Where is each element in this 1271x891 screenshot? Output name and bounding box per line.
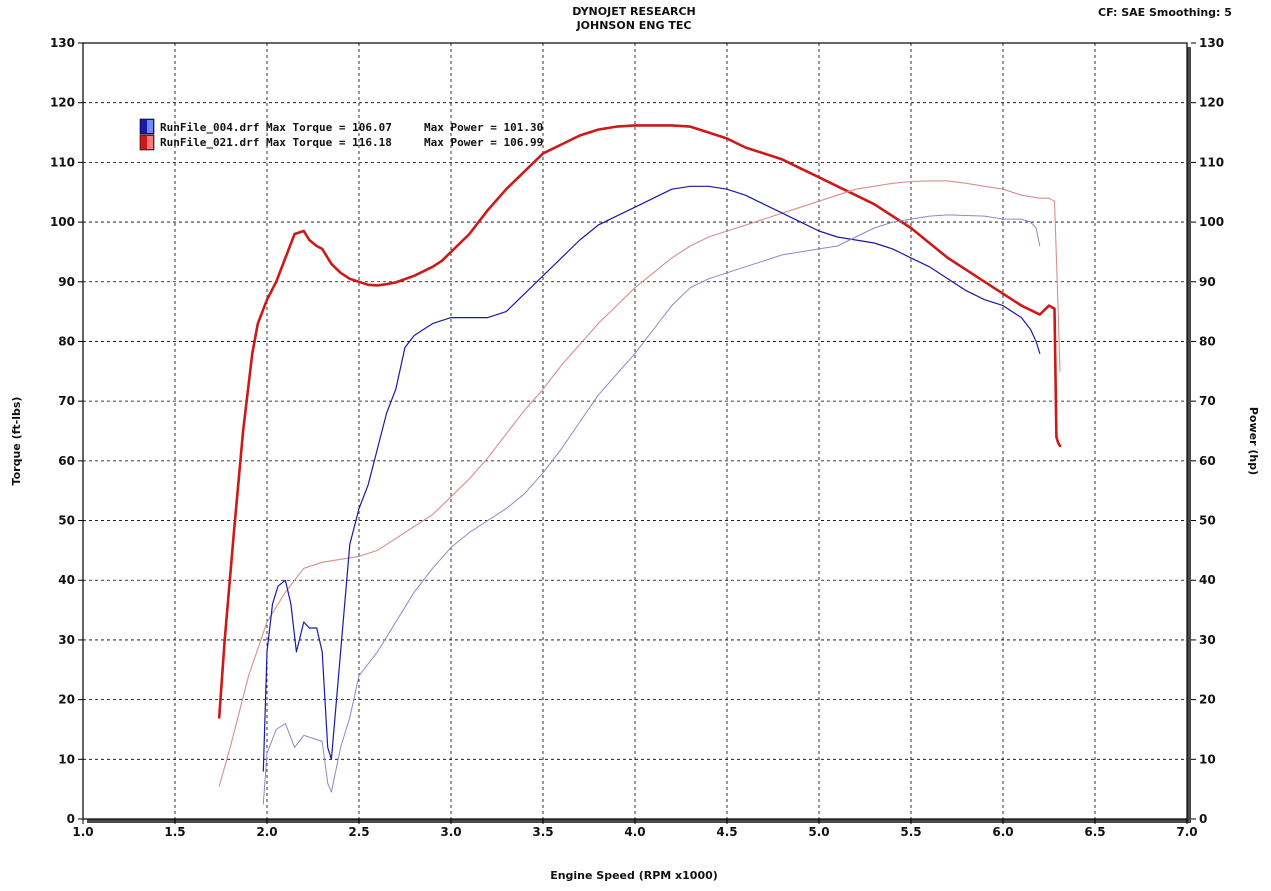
y2-tick-label: 90 — [1199, 275, 1216, 289]
y-tick-label: 120 — [50, 96, 75, 110]
legend-power-run021: Max Power = 106.99 — [424, 136, 543, 149]
chart-title-line2: JOHNSON ENG TEC — [576, 19, 692, 32]
y2-tick-label: 110 — [1199, 155, 1224, 169]
y-tick-label: 50 — [58, 514, 75, 528]
y-tick-label: 100 — [50, 215, 75, 229]
y2-tick-label: 40 — [1199, 573, 1216, 587]
x-axis-label: Engine Speed (RPM x1000) — [550, 869, 718, 882]
x-tick-label: 6.0 — [992, 825, 1013, 839]
x-tick-label: 4.5 — [716, 825, 737, 839]
y-tick-label: 20 — [58, 693, 75, 707]
series-runfile-021-drf-torque — [217, 124, 1062, 719]
series-runfile-004-drf-power — [262, 214, 1041, 805]
legend-torque-run021: Max Torque = 116.18 — [266, 136, 392, 149]
x-tick-label: 2.5 — [348, 825, 369, 839]
y2-tick-label: 130 — [1199, 36, 1224, 50]
y2-tick-label: 80 — [1199, 334, 1216, 348]
x-tick-label: 6.5 — [1084, 825, 1105, 839]
y-axis-ticks: 0 10 20 30 40 50 60 70 80 90 100 110 120 130 — [50, 36, 83, 826]
x-tick-label: 5.5 — [900, 825, 921, 839]
series-lines — [217, 124, 1062, 805]
legend: RunFile_004.drf Max Torque = 106.07 Max … — [139, 118, 543, 151]
y2-tick-label: 10 — [1199, 752, 1216, 766]
legend-power-run004: Max Power = 101.30 — [424, 121, 543, 134]
y-axis-label: Torque (ft-lbs) — [10, 397, 23, 486]
legend-swatch-run021-light — [147, 136, 153, 149]
x-tick-label: 3.5 — [532, 825, 553, 839]
y2-tick-label: 70 — [1199, 394, 1216, 408]
y-tick-label: 130 — [50, 36, 75, 50]
y2-axis-ticks: 0 10 20 30 40 50 60 70 80 90 100 110 120 130 — [1191, 36, 1224, 826]
x-tick-label: 2.0 — [256, 825, 277, 839]
x-tick-label: 1.5 — [164, 825, 185, 839]
x-axis-ticks: 1.0 1.5 2.0 2.5 3.0 3.5 4.0 4.5 5.0 5.5 6.0 6.5 7.0 — [72, 819, 1198, 839]
y2-tick-label: 50 — [1199, 514, 1216, 528]
y-tick-label: 60 — [58, 454, 75, 468]
y-tick-label: 80 — [58, 334, 75, 348]
settings-label: CF: SAE Smoothing: 5 — [1098, 6, 1232, 19]
y2-tick-label: 0 — [1199, 812, 1207, 826]
x-tick-label: 4.0 — [624, 825, 645, 839]
x-tick-label: 3.0 — [440, 825, 461, 839]
y-tick-label: 10 — [58, 752, 75, 766]
legend-torque-run004: Max Torque = 106.07 — [266, 121, 392, 134]
grid-lines — [83, 43, 1187, 819]
plot-area — [82, 42, 1188, 820]
y2-tick-label: 20 — [1199, 693, 1216, 707]
y-tick-label: 40 — [58, 573, 75, 587]
x-tick-label: 5.0 — [808, 825, 829, 839]
series-runfile-021-drf-power — [218, 180, 1061, 787]
series-runfile-004-drf-torque — [262, 185, 1041, 772]
chart-title-line1: DYNOJET RESEARCH — [572, 5, 695, 18]
y2-tick-label: 100 — [1199, 215, 1224, 229]
y-tick-label: 70 — [58, 394, 75, 408]
y-tick-label: 110 — [50, 155, 75, 169]
y2-tick-label: 30 — [1199, 633, 1216, 647]
x-tick-label: 1.0 — [72, 825, 93, 839]
y2-axis-label: Power (hp) — [1247, 407, 1260, 475]
legend-swatch-run004-light — [147, 120, 153, 133]
y2-tick-label: 60 — [1199, 454, 1216, 468]
legend-file-run004: RunFile_004.drf — [160, 121, 259, 134]
legend-file-run021: RunFile_021.drf — [160, 136, 259, 149]
y-tick-label: 30 — [58, 633, 75, 647]
y-tick-label: 0 — [67, 812, 75, 826]
y-tick-label: 90 — [58, 275, 75, 289]
x-tick-label: 7.0 — [1176, 825, 1197, 839]
y2-tick-label: 120 — [1199, 96, 1224, 110]
